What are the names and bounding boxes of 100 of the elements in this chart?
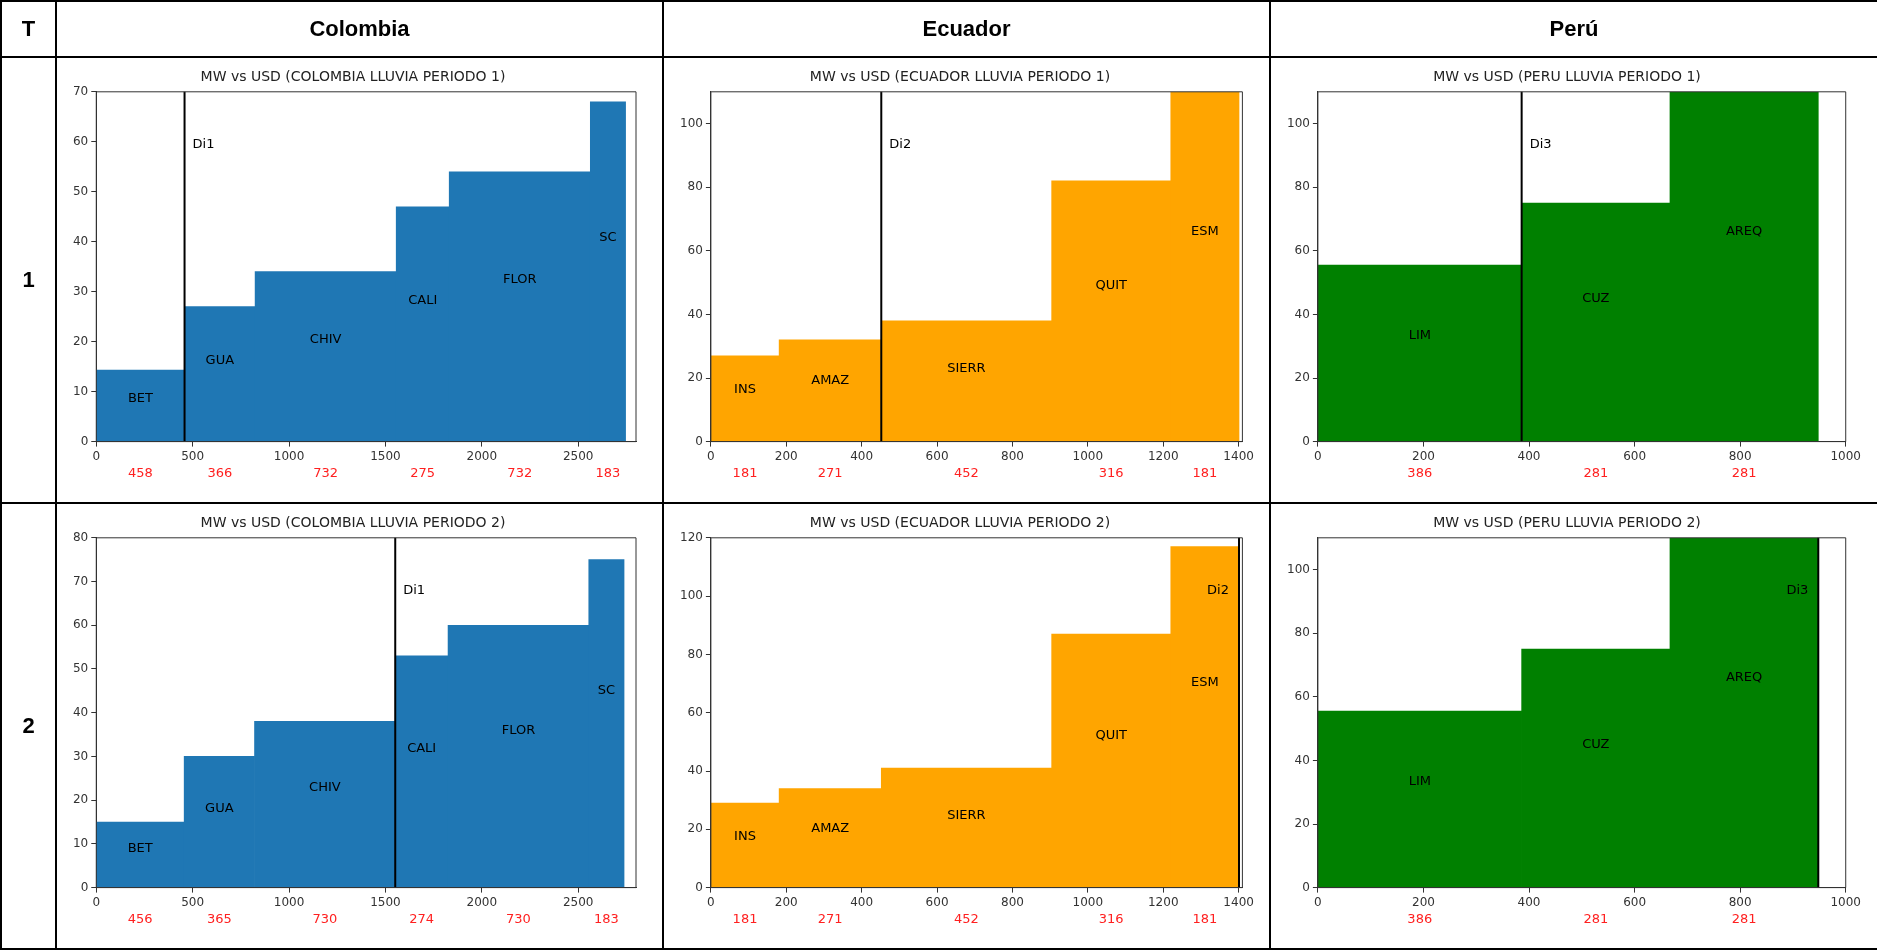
ref-line-label: Di3 xyxy=(1529,135,1552,151)
text: 732 xyxy=(506,465,532,481)
text: T xyxy=(1,1,56,57)
x-tick-label: 400 xyxy=(849,894,873,909)
annotation: BET xyxy=(127,839,153,855)
y-tick-label: 80 xyxy=(72,529,88,544)
chart-title: MW vs USD (ECUADOR LLUVIA PERIODO 1) xyxy=(809,68,1110,85)
y-tick-label: 30 xyxy=(72,748,88,763)
text: 452 xyxy=(953,465,979,481)
x-tick-label: 1500 xyxy=(369,448,401,463)
ref-line-label: Di2 xyxy=(888,135,911,151)
x-tick-label: 2500 xyxy=(562,448,593,463)
y-tick-label: 40 xyxy=(72,704,88,719)
x-tick-label: 500 xyxy=(180,894,204,909)
x-tick-label: 2500 xyxy=(562,894,593,909)
y-tick-label: 50 xyxy=(72,661,88,676)
chart-title: MW vs USD (COLOMBIA LLUVIA PERIODO 1) xyxy=(200,68,505,85)
y-tick-label: 20 xyxy=(72,333,88,348)
text: 732 xyxy=(312,465,338,481)
y-tick-label: 40 xyxy=(687,306,703,321)
y-tick-label: 60 xyxy=(687,704,703,719)
x-tick-label: 800 xyxy=(1000,894,1024,909)
annotation: GUA xyxy=(205,352,234,368)
annotation: SIERR xyxy=(946,807,986,823)
annotation: INS xyxy=(733,828,756,844)
ref-line-label: Di1 xyxy=(192,135,214,151)
text: 275 xyxy=(409,465,435,481)
text: 1 xyxy=(1,57,56,503)
text: 281 xyxy=(1731,465,1757,481)
annotation: CALI xyxy=(407,292,437,308)
chart-title: MW vs USD (PERU LLUVIA PERIODO 2) xyxy=(1433,514,1701,531)
x-tick-label: 200 xyxy=(1412,448,1435,463)
text: 181 xyxy=(1191,911,1217,927)
annotation: BET xyxy=(127,390,153,406)
text: 281 xyxy=(1731,911,1757,927)
y-tick-label: 80 xyxy=(687,179,703,194)
x-tick-label: 2000 xyxy=(466,448,497,463)
x-tick-label: 800 xyxy=(1728,448,1752,463)
x-tick-label: 1000 xyxy=(1072,894,1103,909)
text: 274 xyxy=(408,911,434,927)
text: 365 xyxy=(206,911,232,927)
y-tick-label: 100 xyxy=(1287,115,1310,130)
text: Colombia xyxy=(56,1,663,57)
y-tick-label: 80 xyxy=(1294,625,1310,640)
y-tick-label: 0 xyxy=(1302,879,1310,894)
annotation: LIM xyxy=(1408,773,1431,789)
y-tick-label: 60 xyxy=(1294,688,1310,703)
x-tick-label: 600 xyxy=(1623,448,1647,463)
x-tick-label: 1400 xyxy=(1222,894,1254,909)
y-tick-label: 40 xyxy=(687,763,703,778)
annotation: QUIT xyxy=(1094,726,1127,742)
annotation: SIERR xyxy=(946,360,986,376)
y-tick-label: 60 xyxy=(72,617,88,632)
x-tick-label: 600 xyxy=(1623,894,1647,909)
ref-line-label: Di2 xyxy=(1206,581,1229,597)
y-tick-label: 40 xyxy=(1294,752,1310,767)
text: 281 xyxy=(1583,911,1609,927)
y-tick-label: 100 xyxy=(1287,561,1310,576)
x-tick-label: 600 xyxy=(925,448,949,463)
x-tick-label: 400 xyxy=(1517,894,1541,909)
y-tick-label: 60 xyxy=(72,133,88,148)
x-tick-label: 1000 xyxy=(273,448,304,463)
x-tick-label: 0 xyxy=(91,894,100,909)
y-tick-label: 60 xyxy=(687,242,703,257)
annotation: INS xyxy=(733,381,756,397)
text: 181 xyxy=(732,465,757,481)
annotation: CALI xyxy=(406,739,436,755)
x-tick-label: 1400 xyxy=(1222,448,1254,463)
ref-line-label: Di3 xyxy=(1786,581,1809,597)
text: 2 xyxy=(1,503,56,949)
x-tick-label: 1200 xyxy=(1147,894,1179,909)
annotation: GUA xyxy=(204,800,234,816)
x-tick-label: 500 xyxy=(180,448,204,463)
annotation: CUZ xyxy=(1582,289,1610,305)
annotation: QUIT xyxy=(1094,276,1127,292)
x-tick-label: 400 xyxy=(1517,448,1541,463)
text: 456 xyxy=(127,911,153,927)
y-tick-label: 40 xyxy=(1294,306,1310,321)
text: 181 xyxy=(732,911,757,927)
y-tick-label: 0 xyxy=(80,433,88,448)
annotation: ESM xyxy=(1190,223,1219,239)
text: 458 xyxy=(127,465,153,481)
y-tick-label: 0 xyxy=(1302,433,1310,448)
y-tick-label: 20 xyxy=(1294,370,1310,385)
y-tick-label: 80 xyxy=(687,646,703,661)
annotation: LIM xyxy=(1408,327,1431,343)
x-tick-label: 200 xyxy=(774,448,798,463)
x-tick-label: 400 xyxy=(849,448,873,463)
x-tick-label: 0 xyxy=(1314,894,1322,909)
text: 271 xyxy=(817,465,843,481)
y-tick-label: 10 xyxy=(72,836,88,850)
y-tick-label: 30 xyxy=(72,283,88,298)
annotation: FLOR xyxy=(502,271,537,287)
text: Perú xyxy=(1270,1,1877,57)
x-tick-label: 600 xyxy=(925,894,949,909)
y-tick-label: 0 xyxy=(80,879,88,894)
y-tick-label: 70 xyxy=(72,573,88,588)
annotation: AMAZ xyxy=(810,371,849,387)
chart-title: MW vs USD (ECUADOR LLUVIA PERIODO 2) xyxy=(809,514,1110,531)
text: Ecuador xyxy=(663,1,1270,57)
